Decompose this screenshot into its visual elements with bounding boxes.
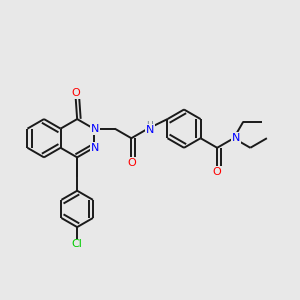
Text: H: H <box>146 121 153 130</box>
Text: O: O <box>127 158 136 168</box>
Text: N: N <box>232 133 240 143</box>
Text: Cl: Cl <box>72 239 83 250</box>
Text: N: N <box>91 124 99 134</box>
Text: O: O <box>71 88 80 98</box>
Text: N: N <box>91 143 99 153</box>
Text: O: O <box>213 167 221 177</box>
Text: N: N <box>146 125 154 135</box>
